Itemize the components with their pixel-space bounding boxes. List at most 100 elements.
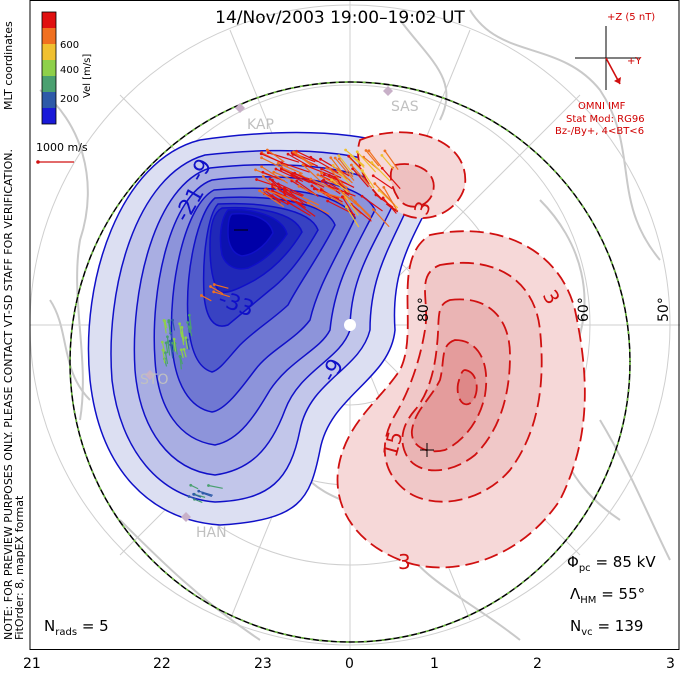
stat-lambda-hm: ΛHM = 55°: [570, 585, 646, 606]
velocity-vector: [208, 484, 223, 489]
velocity-vector-origin: [171, 341, 175, 345]
velocity-vector: [162, 349, 166, 364]
velocity-vector-origin: [189, 483, 193, 487]
velocity-vector-origin: [160, 340, 164, 344]
velocity-vector-origin: [310, 184, 314, 188]
velocity-vector-origin: [360, 194, 364, 198]
velocity-vector-origin: [333, 156, 337, 160]
velocity-vector-origin: [163, 319, 167, 323]
velocity-vector: [170, 333, 174, 343]
velocity-scale-label: 1000 m/s: [36, 141, 88, 154]
velocity-vector-origin: [260, 165, 264, 169]
velocity-vector: [335, 176, 348, 195]
velocity-vector: [164, 352, 169, 364]
map-title: 14/Nov/2003 19:00–19:02 UT: [215, 8, 465, 28]
velocity-vector-origin: [373, 182, 377, 186]
velocity-vector: [352, 168, 369, 188]
velocity-vector-origin: [179, 348, 183, 352]
velocity-vector-origin: [261, 174, 265, 178]
imf-condition: Bz-/By+, 4<BT<6: [555, 126, 645, 137]
velocity-vector-origin: [337, 154, 341, 158]
velocity-vector: [291, 174, 318, 186]
velocity-vector-origin: [180, 325, 184, 329]
velocity-vector-origin: [201, 491, 205, 495]
station-label-kap: KAP: [247, 117, 274, 133]
velocity-vector: [323, 179, 350, 196]
velocity-vector-origin: [319, 188, 323, 192]
velocity-vector-origin: [294, 151, 297, 155]
velocity-vector: [179, 323, 183, 338]
velocity-vector: [187, 322, 191, 333]
velocity-vector-origin: [263, 188, 267, 192]
velocity-vector-origin: [186, 321, 190, 324]
velocity-vector-origin: [344, 148, 348, 152]
velocity-colorbar: [41, 11, 57, 125]
velocity-vector: [350, 164, 373, 189]
velocity-vector: [341, 196, 356, 218]
velocity-vector-origin: [340, 195, 344, 199]
velocity-vector-origin: [326, 199, 330, 203]
velocity-vector: [273, 171, 295, 182]
velocity-vector-origin: [184, 336, 188, 340]
velocity-vector: [201, 294, 212, 302]
velocity-vector: [264, 189, 281, 204]
velocity-vector-origin: [330, 178, 333, 182]
velocity-vector-origin: [320, 171, 323, 175]
plot-frame: [29, 0, 680, 650]
velocity-vector: [188, 326, 193, 337]
velocity-vector: [334, 157, 355, 181]
colorbar-label: Vel [m/s]: [82, 53, 93, 98]
colorbar-tick-400: 400: [60, 65, 80, 76]
velocity-vector: [338, 155, 354, 175]
velocity-vector: [214, 283, 229, 289]
velocity-vector-origin: [279, 167, 283, 171]
velocity-vector-origin: [320, 179, 324, 183]
velocity-vector-origin: [258, 189, 261, 193]
contour-label-pos-3-c: 3: [398, 550, 411, 574]
velocity-vector: [329, 185, 356, 197]
velocity-vector-origin: [301, 163, 305, 167]
stat-nrads: Nrads = 5: [44, 617, 109, 638]
velocity-vector-origin: [327, 173, 331, 177]
velocity-vector: [272, 183, 303, 197]
velocity-vector: [188, 495, 199, 501]
velocity-vector-origin: [276, 161, 280, 165]
velocity-vector-origin: [200, 294, 203, 297]
velocity-vector: [181, 332, 185, 346]
velocity-vector-origin: [282, 189, 286, 193]
velocity-vector: [275, 168, 304, 183]
velocity-vector-origin: [371, 174, 375, 178]
velocity-vector-origin: [209, 285, 212, 288]
velocity-vector-origin: [328, 167, 332, 171]
velocity-vector: [167, 341, 171, 356]
velocity-vector: [307, 202, 330, 215]
velocity-vector: [350, 154, 365, 168]
velocity-vector: [179, 356, 182, 370]
velocity-vector-origin: [383, 149, 387, 153]
velocity-vector-origin: [161, 348, 165, 352]
velocity-vector: [345, 149, 365, 167]
velocity-vector: [271, 195, 289, 206]
station-label-sas: SAS: [391, 99, 419, 115]
latitude-label-50: 50°: [656, 297, 672, 322]
station-label-han: HAN: [196, 525, 227, 541]
velocity-vector-origin: [166, 335, 169, 339]
velocity-vector-origin: [329, 156, 333, 160]
velocity-vector: [262, 175, 280, 192]
velocity-vector-origin: [270, 183, 274, 186]
mlt-tick-22: 22: [153, 656, 171, 672]
velocity-vector: [310, 178, 337, 192]
velocity-vector-origin: [255, 178, 258, 181]
velocity-vector: [384, 150, 399, 170]
velocity-vector: [171, 320, 176, 331]
velocity-vector-origin: [312, 187, 316, 191]
velocity-vector: [368, 150, 382, 168]
velocity-vector: [382, 197, 397, 214]
velocity-vector: [321, 180, 341, 195]
station-label-sto: STO: [140, 372, 169, 388]
imf-source: OMNI IMF: [578, 101, 626, 112]
velocity-vector-origin: [276, 182, 280, 186]
imf-z-label: +Z (5 nT): [607, 12, 656, 23]
